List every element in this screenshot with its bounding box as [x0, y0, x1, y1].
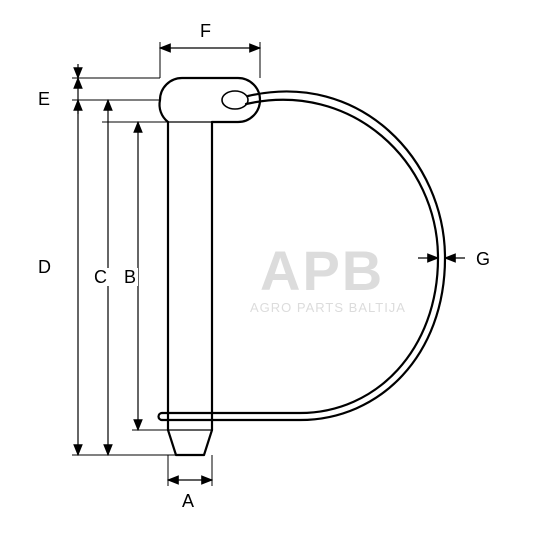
- part-outline: [159, 78, 446, 455]
- label-B: B: [122, 268, 138, 286]
- tip: [168, 430, 212, 455]
- head-outline: [160, 78, 260, 122]
- diagram-svg: [0, 0, 535, 535]
- diagram-canvas: APB AGRO PARTS BALTIJA: [0, 0, 535, 535]
- label-E: E: [38, 90, 50, 108]
- head-hole: [222, 91, 248, 109]
- head-left-join: [160, 100, 168, 122]
- ring-outer: [162, 91, 445, 420]
- ring-end-cap: [159, 413, 162, 420]
- label-C: C: [92, 268, 109, 286]
- dimension-lines: [78, 48, 465, 480]
- ring-inner: [162, 100, 438, 413]
- label-G: G: [476, 250, 490, 268]
- label-A: A: [182, 492, 194, 510]
- label-F: F: [200, 22, 211, 40]
- label-D: D: [38, 258, 51, 276]
